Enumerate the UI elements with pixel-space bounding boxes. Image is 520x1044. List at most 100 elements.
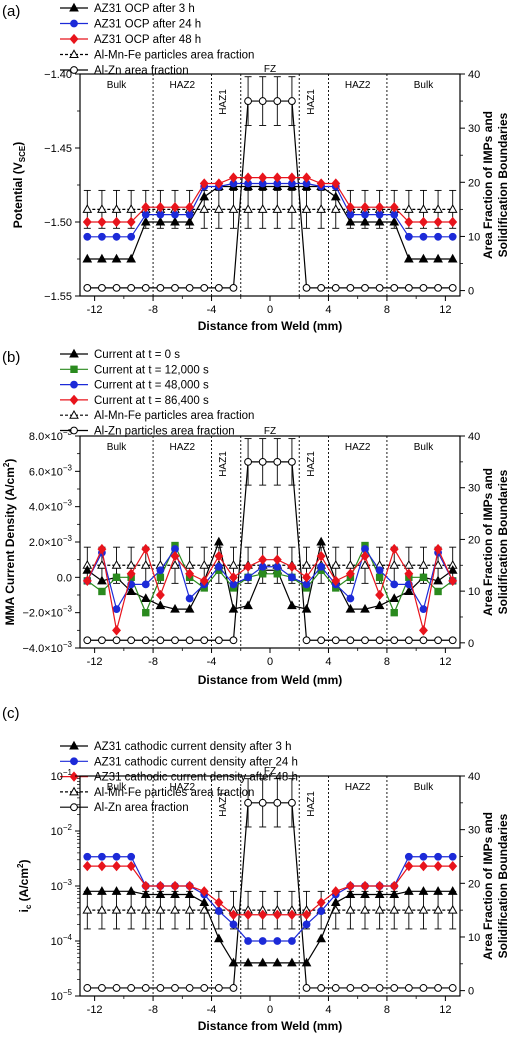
data-point [403,253,414,263]
legend-marker [69,348,79,358]
y-tick-label: 10−2 [51,823,73,838]
data-point [82,886,93,895]
legend-label: AZ31 cathodic current density after 48 h [94,772,298,784]
region-label: FZ [264,426,276,437]
data-point [288,798,296,807]
data-point [375,984,384,992]
y2-tick-label: 0 [468,986,474,998]
data-point [419,852,428,861]
data-point [447,886,458,895]
data-point [447,204,458,213]
data-point [171,283,179,292]
y-tick-label: 0.0 [57,572,72,584]
data-point [317,907,326,915]
data-point [258,937,267,945]
data-point [448,283,457,292]
data-point [375,202,385,213]
y-tick-label: −1.50 [44,217,72,229]
series-3 [82,890,458,930]
data-point [98,984,106,992]
data-point [273,97,282,105]
y-tick-label: −2.0×10−3 [23,605,73,620]
data-point [213,536,224,546]
data-point [302,172,311,183]
data-point [331,283,340,292]
data-point [447,253,458,263]
y2-tick-label: 40 [468,69,480,81]
data-point [287,909,297,920]
data-point [97,860,107,872]
data-point [345,889,356,899]
legend-label: Al-Zn area fraction [94,65,189,77]
data-point [127,852,136,861]
series-line [87,100,453,289]
legend-entry: Al-Mn-Fe particles area fraction [60,49,254,62]
data-point [171,984,179,992]
data-point [375,589,385,601]
data-point [185,283,194,292]
data-point [419,283,428,292]
data-point [140,216,151,226]
data-point [301,603,312,613]
y2-tick-label: 20 [468,534,480,546]
data-point [170,880,180,892]
data-point [126,253,137,263]
data-point [126,204,137,213]
data-point [331,886,341,897]
x-tick-label: 0 [267,304,273,316]
data-point [433,543,443,555]
data-point [331,984,340,992]
data-point [404,860,414,872]
data-point [434,587,442,596]
data-point [83,984,92,992]
series-3 [82,189,458,229]
data-point [111,560,122,569]
data-point [287,204,297,213]
legend-label: Current at t = 86,400 s [94,395,209,407]
data-point [302,984,311,992]
data-point [360,550,370,562]
data-point [316,204,327,213]
data-point [111,904,122,914]
data-point [199,904,210,914]
data-point [141,283,150,292]
data-point [434,852,442,861]
legend-label: AZ31 OCP after 3 h [94,3,195,15]
series-line [86,544,454,615]
series-2 [83,545,457,614]
data-point [214,283,223,292]
series-line [87,890,453,964]
y2-tick-label: 0 [468,638,474,650]
data-point [228,957,239,967]
data-point [434,283,442,292]
data-point [112,573,121,582]
data-point [317,636,326,645]
legend-marker [69,2,79,12]
data-point [330,560,341,569]
x-tick-label: 0 [267,656,273,668]
series-1 [83,179,457,241]
y-tick-label: 8.0×10−3 [29,428,73,443]
data-point [418,904,429,914]
data-point [361,636,369,645]
data-point [346,636,355,645]
data-point [390,608,398,617]
data-point [331,178,341,189]
data-point [330,204,341,213]
data-point [228,560,239,569]
data-point [229,984,238,992]
data-point [403,904,414,914]
y-tick-label: −1.55 [44,291,72,303]
data-point [229,283,238,292]
data-point [419,216,428,228]
y-axis-title: MMA Current Density (A/cm2) [2,459,17,626]
data-point [272,554,282,565]
data-point [156,636,165,645]
legend: AZ31 OCP after 3 h AZ31 OCP after 24 h AZ3… [60,2,254,77]
data-point [97,216,107,228]
data-point [155,202,165,213]
data-point [112,852,121,861]
data-point [155,216,166,226]
x-tick-label: 8 [384,304,390,316]
legend-entry: Al-Zn area fraction [60,802,189,814]
